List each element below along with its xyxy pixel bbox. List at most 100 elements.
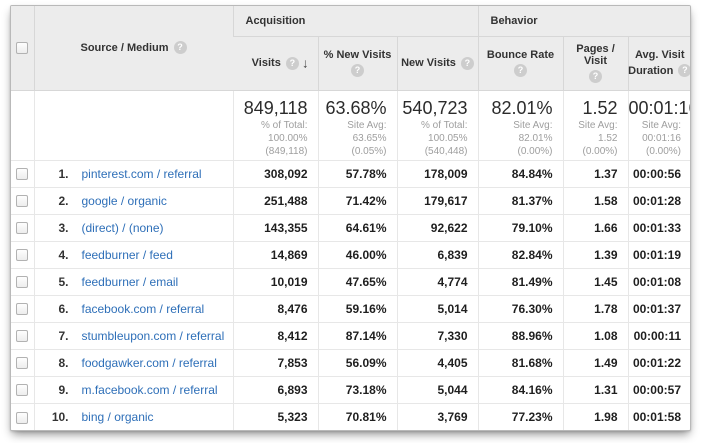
pct-new-visits-cell: 46.00% <box>317 240 397 268</box>
source-cell: 1. pinterest.com / referral <box>33 159 233 187</box>
summary-sub: Site Avg: <box>641 119 681 131</box>
row-checkbox-cell <box>11 186 34 214</box>
help-icon[interactable]: ? <box>173 41 187 55</box>
column-header-bounce-rate[interactable]: Bounce Rate ? <box>477 36 563 91</box>
row-checkbox[interactable] <box>16 195 29 208</box>
help-icon[interactable]: ? <box>589 70 602 83</box>
summary-sub: (0.00%) <box>517 145 553 157</box>
acquisition-label: Acquisition <box>245 14 306 27</box>
summary-sub: 100.00% <box>268 132 308 144</box>
row-checkbox[interactable] <box>16 276 29 289</box>
row-checkbox-cell <box>11 159 34 187</box>
help-icon[interactable]: ? <box>285 56 299 70</box>
source-cell: 3. (direct) / (none) <box>33 213 233 241</box>
table-row: 4. feedburner / feed 14,869 46.00% 6,839 … <box>11 240 690 268</box>
summary-bounce-rate-value: 82.01% <box>491 97 553 118</box>
pages-visit-cell: 1.31 <box>562 375 628 403</box>
source-link[interactable]: google / organic <box>81 193 167 208</box>
avg-duration-cell: 00:00:57 <box>627 375 690 403</box>
source-link[interactable]: feedburner / feed <box>81 247 173 262</box>
pages-visit-cell: 1.58 <box>562 186 628 214</box>
table-row: 9. m.facebook.com / referral 6,893 73.18%… <box>11 375 690 403</box>
row-index: 7. <box>58 328 69 343</box>
source-link[interactable]: foodgawker.com / referral <box>81 355 217 370</box>
new-visits-cell: 6,839 <box>396 240 478 268</box>
column-header-pages-visit[interactable]: Pages / Visit ? <box>562 36 628 91</box>
summary-avg-duration: 00:01:16 Site Avg: 00:01:16 (0.00%) <box>627 90 691 160</box>
sort-descending-icon[interactable]: ↓ <box>302 55 309 71</box>
help-icon[interactable]: ? <box>351 64 364 77</box>
row-checkbox[interactable] <box>16 330 29 343</box>
source-link[interactable]: bing / organic <box>81 409 154 424</box>
row-checkbox[interactable] <box>16 411 29 424</box>
avg-duration-cell: 00:01:19 <box>627 240 690 268</box>
visits-cell: 8,412 <box>232 321 318 349</box>
column-header-source-medium[interactable]: Source / Medium ? <box>33 6 233 91</box>
pct-new-visits-cell: 71.42% <box>317 186 397 214</box>
help-icon[interactable]: ? <box>514 64 527 77</box>
select-all-header-cell <box>11 6 34 91</box>
new-visits-cell: 5,044 <box>396 375 478 403</box>
new-visits-cell: 5,014 <box>396 294 478 322</box>
summary-sub: % of Total: <box>260 119 308 131</box>
source-cell: 7. stumbleupon.com / referral <box>33 321 233 349</box>
bounce-rate-cell: 82.84% <box>477 240 563 268</box>
pages-visit-cell: 1.49 <box>562 348 628 376</box>
bounce-rate-label: Bounce Rate <box>486 49 555 61</box>
source-link[interactable]: m.facebook.com / referral <box>81 382 218 397</box>
bounce-rate-cell: 88.96% <box>477 321 563 349</box>
visits-cell: 6,893 <box>232 375 318 403</box>
row-checkbox[interactable] <box>16 222 29 235</box>
column-header-visits[interactable]: Visits ? ↓ <box>233 36 318 91</box>
row-checkbox[interactable] <box>16 384 29 397</box>
column-header-pct-new-visits[interactable]: % New Visits ? <box>317 36 397 91</box>
source-link[interactable]: feedburner / email <box>81 274 179 289</box>
summary-visits: 849,118 % of Total: 100.00% (849,118) <box>232 90 318 160</box>
avg-duration-label-line1: Avg. Visit <box>634 49 685 61</box>
summary-new-visits: 540,723 % of Total: 100.05% (540,448) <box>396 90 478 160</box>
visits-cell: 308,092 <box>232 159 318 187</box>
pct-new-visits-cell: 59.16% <box>317 294 397 322</box>
row-index: 3. <box>58 220 69 235</box>
select-all-checkbox[interactable] <box>16 41 29 54</box>
pct-new-visits-cell: 47.65% <box>317 267 397 295</box>
summary-avg-duration-value: 00:01:16 <box>628 97 691 118</box>
help-icon[interactable]: ? <box>678 64 690 77</box>
source-link[interactable]: facebook.com / referral <box>81 301 205 316</box>
summary-pages-visit: 1.52 Site Avg: 1.52 (0.00%) <box>562 90 628 160</box>
row-index: 2. <box>58 193 69 208</box>
source-cell: 6. facebook.com / referral <box>33 294 233 322</box>
pages-visit-cell: 1.39 <box>562 240 628 268</box>
source-link[interactable]: (direct) / (none) <box>81 220 164 235</box>
column-header-avg-visit-duration[interactable]: Avg. Visit Duration ? <box>627 36 690 91</box>
source-link[interactable]: stumbleupon.com / referral <box>81 328 225 343</box>
table-row: 8. foodgawker.com / referral 7,853 56.09%… <box>11 348 690 376</box>
row-checkbox[interactable] <box>16 357 29 370</box>
bounce-rate-cell: 81.37% <box>477 186 563 214</box>
row-index: 8. <box>58 355 69 370</box>
column-header-new-visits[interactable]: New Visits ? <box>396 36 478 91</box>
new-visits-cell: 3,769 <box>396 402 478 430</box>
pct-new-visits-cell: 57.78% <box>317 159 397 187</box>
source-link[interactable]: pinterest.com / referral <box>81 166 202 181</box>
table-row: 10. bing / organic 5,323 70.81% 3,769 77.… <box>11 402 690 430</box>
row-checkbox[interactable] <box>16 168 29 181</box>
summary-row: 849,118 % of Total: 100.00% (849,118) 63… <box>11 90 691 160</box>
source-medium-label: Source / Medium <box>80 41 169 54</box>
source-cell: 4. feedburner / feed <box>33 240 233 268</box>
summary-visits-value: 849,118 <box>243 97 308 118</box>
source-cell: 9. m.facebook.com / referral <box>33 375 233 403</box>
row-checkbox[interactable] <box>16 249 29 262</box>
avg-duration-cell: 00:01:33 <box>627 213 690 241</box>
avg-duration-cell: 00:01:22 <box>627 348 690 376</box>
summary-checkbox-cell <box>11 90 34 160</box>
row-checkbox-cell <box>11 294 34 322</box>
help-icon[interactable]: ? <box>460 56 474 70</box>
row-checkbox-cell <box>11 213 34 241</box>
pages-visit-label: Pages / Visit <box>576 43 615 67</box>
row-checkbox[interactable] <box>16 303 29 316</box>
visits-cell: 10,019 <box>232 267 318 295</box>
summary-new-visits-value: 540,723 <box>402 97 468 118</box>
pages-visit-cell: 1.37 <box>562 159 628 187</box>
visits-cell: 14,869 <box>232 240 318 268</box>
